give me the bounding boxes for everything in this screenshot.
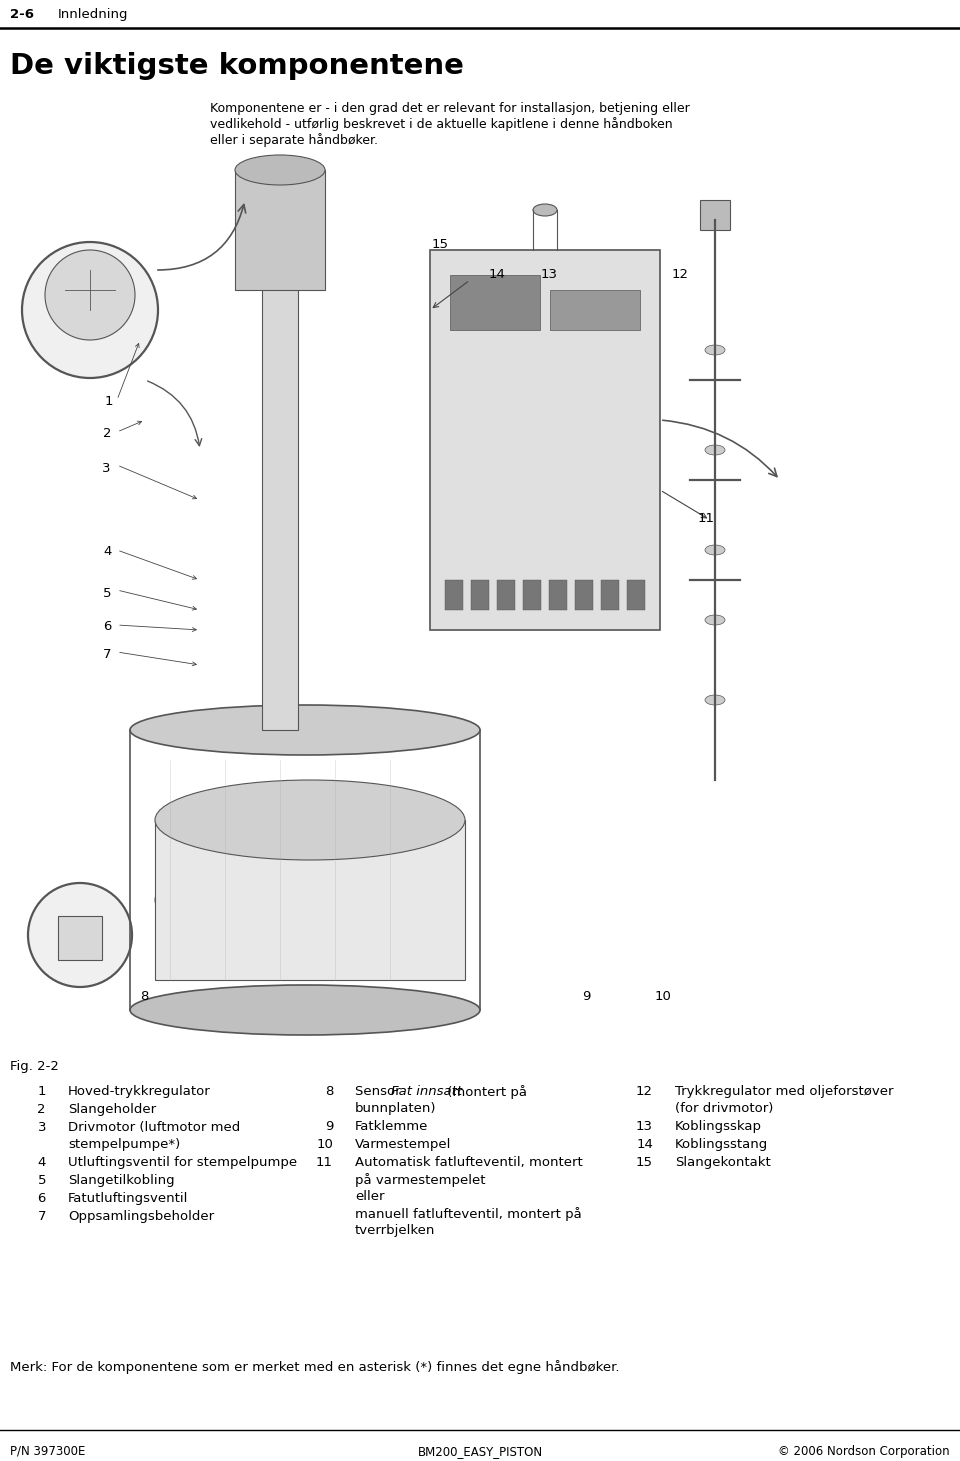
Text: 2: 2	[103, 427, 111, 440]
Ellipse shape	[705, 615, 725, 625]
Text: stempelpumpe*): stempelpumpe*)	[68, 1138, 180, 1151]
Text: Sensor: Sensor	[355, 1086, 405, 1099]
Text: Slangetilkobling: Slangetilkobling	[68, 1175, 175, 1186]
FancyBboxPatch shape	[575, 580, 593, 611]
Text: 15: 15	[432, 238, 449, 251]
Ellipse shape	[155, 780, 465, 861]
Text: tverrbjelken: tverrbjelken	[355, 1224, 436, 1237]
Text: 13: 13	[541, 267, 558, 281]
FancyBboxPatch shape	[550, 289, 640, 330]
Text: 4: 4	[103, 545, 111, 558]
Text: De viktigste komponentene: De viktigste komponentene	[10, 53, 464, 80]
Ellipse shape	[705, 345, 725, 355]
Text: Automatisk fatlufteventil, montert: Automatisk fatlufteventil, montert	[355, 1156, 583, 1169]
Ellipse shape	[235, 155, 325, 186]
Text: BM200_EASY_PISTON: BM200_EASY_PISTON	[418, 1445, 542, 1458]
FancyBboxPatch shape	[601, 580, 619, 611]
Circle shape	[22, 243, 158, 378]
Ellipse shape	[155, 861, 465, 939]
Text: Varmestempel: Varmestempel	[355, 1138, 451, 1151]
Text: Drivmotor (luftmotor med: Drivmotor (luftmotor med	[68, 1121, 240, 1134]
FancyBboxPatch shape	[549, 580, 567, 611]
Text: (montert på: (montert på	[443, 1086, 527, 1099]
Text: bunnplaten): bunnplaten)	[355, 1102, 437, 1115]
Text: Slangeholder: Slangeholder	[68, 1103, 156, 1116]
Text: 1: 1	[37, 1086, 46, 1099]
Ellipse shape	[130, 985, 480, 1034]
FancyBboxPatch shape	[445, 580, 463, 611]
FancyBboxPatch shape	[58, 916, 102, 960]
Text: 14: 14	[636, 1138, 653, 1151]
Text: © 2006 Nordson Corporation: © 2006 Nordson Corporation	[779, 1445, 950, 1458]
Text: Utluftingsventil for stempelpumpe: Utluftingsventil for stempelpumpe	[68, 1156, 298, 1169]
Text: 7: 7	[103, 649, 111, 660]
FancyBboxPatch shape	[523, 580, 541, 611]
Text: Fat innsatt: Fat innsatt	[391, 1086, 462, 1099]
Text: 15: 15	[636, 1156, 653, 1169]
Ellipse shape	[705, 446, 725, 454]
FancyBboxPatch shape	[262, 169, 298, 730]
FancyBboxPatch shape	[700, 200, 730, 229]
FancyBboxPatch shape	[450, 275, 540, 330]
Text: 5: 5	[103, 587, 111, 600]
FancyBboxPatch shape	[155, 820, 465, 980]
Text: Koblingsstang: Koblingsstang	[675, 1138, 768, 1151]
Text: (for drivmotor): (for drivmotor)	[675, 1102, 774, 1115]
Text: manuell fatlufteventil, montert på: manuell fatlufteventil, montert på	[355, 1207, 582, 1221]
Text: Oppsamlingsbeholder: Oppsamlingsbeholder	[68, 1210, 214, 1223]
Ellipse shape	[705, 695, 725, 706]
Text: 6: 6	[103, 619, 111, 633]
Text: Koblingsskap: Koblingsskap	[675, 1121, 762, 1132]
Text: Fatklemme: Fatklemme	[355, 1121, 428, 1132]
Text: på varmestempelet: på varmestempelet	[355, 1173, 486, 1186]
FancyBboxPatch shape	[430, 250, 660, 630]
Text: 2: 2	[37, 1103, 46, 1116]
Text: P/N 397300E: P/N 397300E	[10, 1445, 85, 1458]
Ellipse shape	[705, 545, 725, 555]
Text: eller: eller	[355, 1191, 385, 1202]
Text: 5: 5	[37, 1175, 46, 1186]
Text: 8: 8	[140, 991, 149, 1004]
Text: 11: 11	[316, 1156, 333, 1169]
Text: 12: 12	[636, 1086, 653, 1099]
Text: 9: 9	[582, 991, 590, 1004]
Circle shape	[28, 882, 132, 988]
Text: 2-6: 2-6	[10, 7, 34, 20]
Text: 10: 10	[655, 991, 672, 1004]
Text: 8: 8	[324, 1086, 333, 1099]
Text: 3: 3	[102, 462, 110, 475]
Text: 12: 12	[672, 267, 689, 281]
Text: 6: 6	[37, 1192, 46, 1205]
Text: 4: 4	[37, 1156, 46, 1169]
Text: Innledning: Innledning	[58, 7, 129, 20]
Text: Komponentene er - i den grad det er relevant for installasjon, betjening eller
v: Komponentene er - i den grad det er rele…	[210, 102, 689, 148]
Text: Merk: For de komponentene som er merket med en asterisk (*) finnes det egne hånd: Merk: For de komponentene som er merket …	[10, 1360, 619, 1373]
Text: 1: 1	[105, 394, 113, 408]
Text: 10: 10	[316, 1138, 333, 1151]
FancyBboxPatch shape	[497, 580, 515, 611]
Text: Trykkregulator med oljeforstøver: Trykkregulator med oljeforstøver	[675, 1086, 894, 1099]
Text: 3: 3	[37, 1121, 46, 1134]
Text: Slangekontakt: Slangekontakt	[675, 1156, 771, 1169]
Text: 14: 14	[489, 267, 506, 281]
Ellipse shape	[130, 706, 480, 755]
Text: 7: 7	[37, 1210, 46, 1223]
FancyBboxPatch shape	[235, 169, 325, 289]
Text: Hoved-trykkregulator: Hoved-trykkregulator	[68, 1086, 211, 1099]
Ellipse shape	[533, 205, 557, 216]
Circle shape	[45, 250, 135, 340]
Text: 9: 9	[324, 1121, 333, 1132]
FancyBboxPatch shape	[627, 580, 645, 611]
Text: Fig. 2-2: Fig. 2-2	[10, 1061, 59, 1072]
FancyBboxPatch shape	[471, 580, 489, 611]
Text: Fatutluftingsventil: Fatutluftingsventil	[68, 1192, 188, 1205]
Text: 11: 11	[698, 511, 715, 524]
Text: 13: 13	[636, 1121, 653, 1132]
